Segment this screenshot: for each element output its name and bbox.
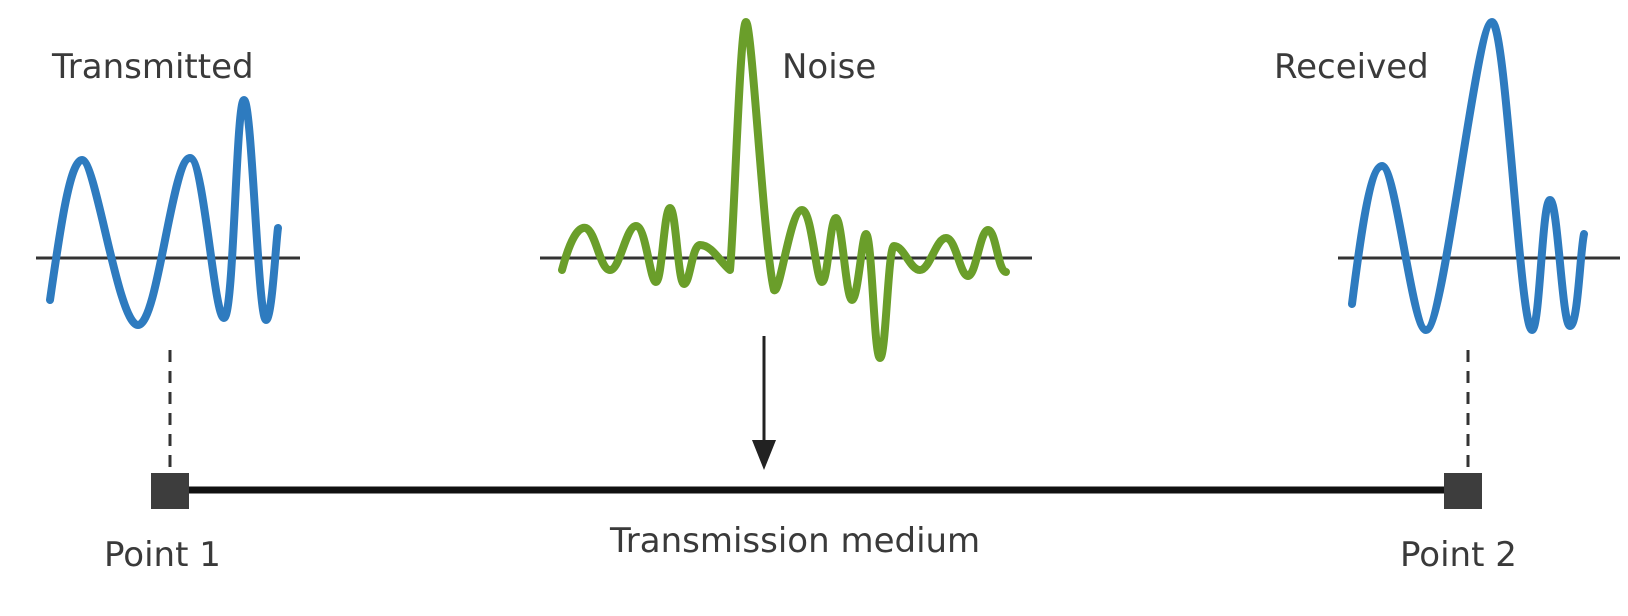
point-1-endpoint: [151, 473, 189, 509]
transmitted-signal-group: Transmitted: [36, 47, 300, 470]
noise-arrow-head: [752, 440, 776, 470]
transmission-medium-label: Transmission medium: [609, 521, 980, 561]
noise-label: Noise: [782, 47, 876, 87]
noise-waveform: [558, 18, 1010, 362]
transmitted-label: Transmitted: [51, 47, 254, 87]
transmission-medium-group: Point 1 Transmission medium Point 2: [104, 473, 1517, 575]
transmitted-waveform: [46, 96, 282, 329]
received-waveform: [1348, 18, 1588, 334]
received-signal-group: Received: [1274, 18, 1620, 470]
point-2-label: Point 2: [1400, 535, 1517, 575]
received-label: Received: [1274, 47, 1429, 87]
point-1-label: Point 1: [104, 535, 221, 575]
point-2-endpoint: [1444, 473, 1482, 509]
noise-group: Noise: [540, 18, 1032, 470]
